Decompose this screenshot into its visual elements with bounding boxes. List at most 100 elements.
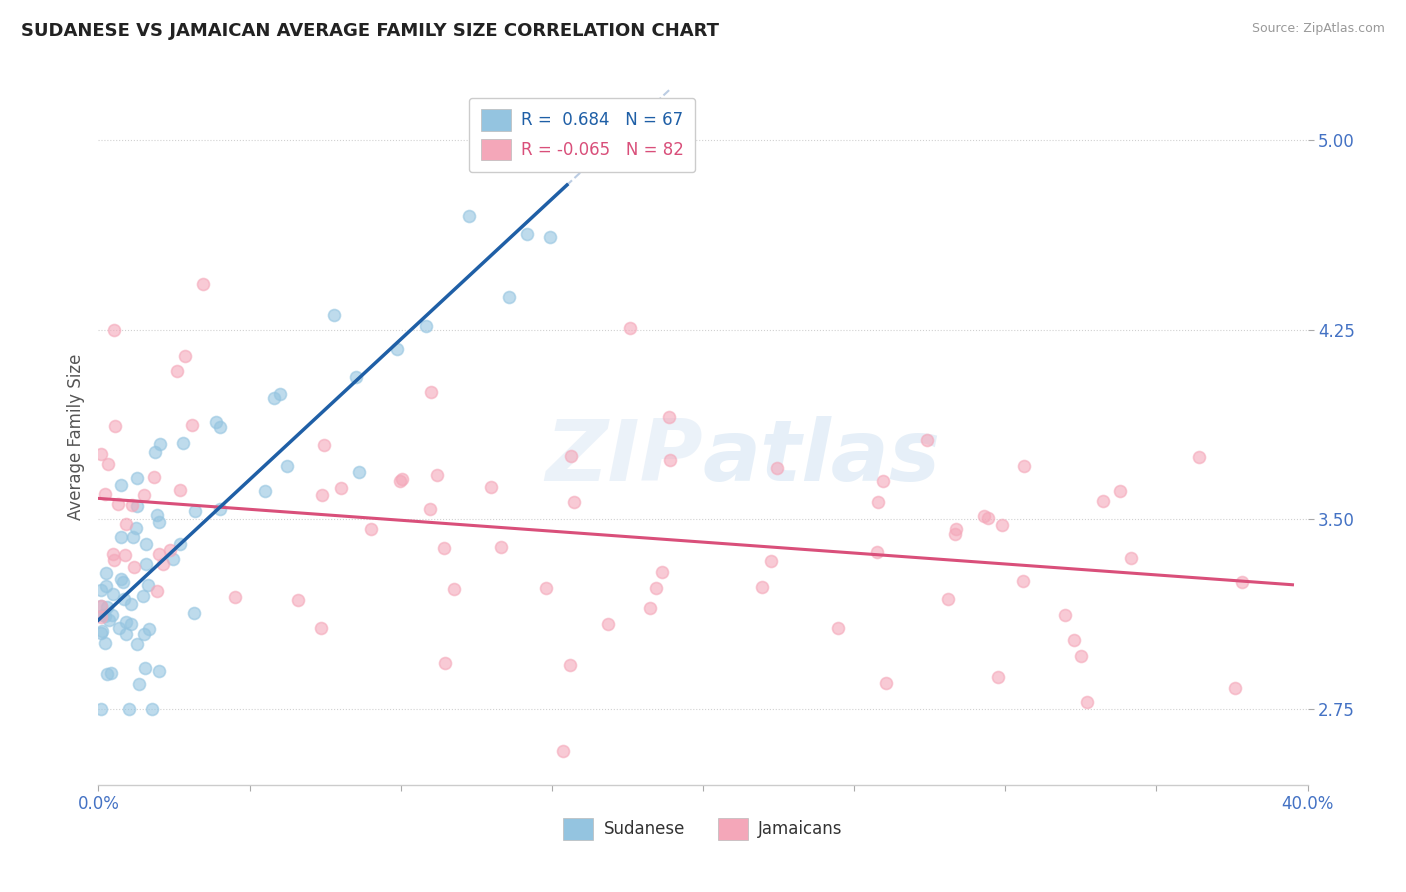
Point — [866, 545, 889, 559]
Point — [205, 415, 228, 429]
Point — [122, 559, 145, 574]
Point — [90, 599, 112, 613]
Point — [103, 418, 125, 433]
Point — [97, 457, 120, 471]
Point — [90, 447, 112, 461]
Point — [619, 320, 641, 334]
Point — [120, 598, 142, 612]
Point — [94, 566, 117, 580]
Point — [457, 210, 479, 224]
Point — [149, 437, 172, 451]
Point — [103, 323, 125, 337]
Point — [658, 453, 681, 467]
Point — [1188, 450, 1211, 465]
Point — [94, 487, 117, 501]
Point — [433, 656, 456, 670]
Point — [489, 540, 512, 554]
Point — [766, 461, 789, 475]
Point — [479, 480, 502, 494]
Point — [110, 477, 132, 491]
Point — [936, 592, 959, 607]
Point — [309, 621, 332, 635]
Point — [419, 502, 441, 516]
Point — [125, 521, 148, 535]
Point — [125, 471, 148, 485]
Point — [148, 664, 170, 678]
Point — [159, 543, 181, 558]
Point — [498, 290, 520, 304]
Text: Source: ZipAtlas.com: Source: ZipAtlas.com — [1251, 22, 1385, 36]
Y-axis label: Average Family Size: Average Family Size — [66, 354, 84, 520]
Text: ZIP: ZIP — [546, 417, 703, 500]
Point — [91, 607, 114, 622]
Point — [110, 572, 132, 586]
Point — [645, 581, 668, 595]
Text: SUDANESE VS JAMAICAN AVERAGE FAMILY SIZE CORRELATION CHART: SUDANESE VS JAMAICAN AVERAGE FAMILY SIZE… — [21, 22, 718, 40]
Point — [183, 606, 205, 620]
Point — [872, 474, 894, 488]
Point — [134, 488, 156, 502]
Point — [314, 437, 336, 451]
Point — [145, 584, 167, 599]
Point — [560, 449, 582, 463]
Point — [419, 384, 441, 399]
Point — [1063, 632, 1085, 647]
Point — [169, 483, 191, 497]
Point — [118, 702, 141, 716]
Point — [973, 508, 995, 523]
Point — [110, 530, 132, 544]
Point — [135, 537, 157, 551]
Point — [114, 548, 136, 562]
Point — [991, 517, 1014, 532]
Point — [96, 599, 118, 614]
Point — [115, 627, 138, 641]
Point — [1070, 648, 1092, 663]
Point — [658, 410, 681, 425]
Point — [108, 622, 131, 636]
Point — [538, 229, 561, 244]
Point — [141, 702, 163, 716]
Point — [915, 433, 938, 447]
Point — [391, 472, 413, 486]
Point — [135, 557, 157, 571]
Point — [138, 577, 160, 591]
Point — [111, 574, 134, 589]
Point — [152, 557, 174, 571]
Point — [134, 661, 156, 675]
Point — [977, 510, 1000, 524]
Point — [148, 515, 170, 529]
Point — [103, 553, 125, 567]
Point — [90, 702, 112, 716]
Point — [1109, 484, 1132, 499]
Point — [101, 547, 124, 561]
Point — [868, 495, 890, 509]
Legend: Sudanese, Jamaicans: Sudanese, Jamaicans — [557, 812, 849, 847]
Point — [94, 636, 117, 650]
Point — [330, 482, 353, 496]
Point — [415, 318, 437, 333]
Point — [311, 488, 333, 502]
Point — [551, 744, 574, 758]
Point — [651, 565, 673, 579]
Point — [987, 670, 1010, 684]
Point — [208, 420, 231, 434]
Point — [90, 599, 112, 613]
Point — [827, 621, 849, 635]
Point — [253, 484, 276, 499]
Point — [181, 418, 204, 433]
Point — [1230, 575, 1253, 590]
Point — [360, 522, 382, 536]
Point — [100, 666, 122, 681]
Point — [169, 537, 191, 551]
Point — [132, 589, 155, 603]
Point — [426, 467, 449, 482]
Point — [143, 445, 166, 459]
Point — [101, 608, 124, 623]
Point — [560, 657, 582, 672]
Point — [138, 622, 160, 636]
Point — [90, 610, 112, 624]
Point — [276, 458, 298, 473]
Point — [1092, 494, 1115, 508]
Point — [98, 614, 121, 628]
Point — [146, 508, 169, 522]
